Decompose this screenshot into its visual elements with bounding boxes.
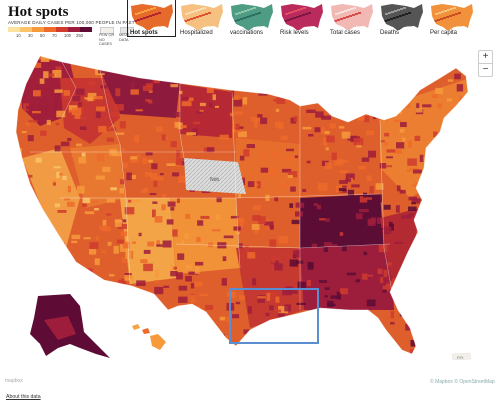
us-county-map[interactable]: Neb. P.R. [0, 48, 500, 391]
region-dakotas [180, 84, 232, 138]
map-attribution[interactable]: © Mapbox © OpenStreetMap [430, 379, 495, 385]
zoom-out-button[interactable]: − [479, 63, 492, 76]
region-california [22, 148, 80, 248]
legend-label-missing: MISSING DATA [119, 33, 136, 42]
legend-tick-label: 10 [16, 33, 21, 38]
hawaii [132, 324, 166, 350]
mapbox-logo[interactable]: mapbox [5, 378, 23, 384]
highlight-box [229, 288, 319, 344]
legend-swatch-0 [8, 27, 20, 32]
legend-swatch-few-cases [100, 27, 114, 34]
region-northwest [20, 58, 76, 126]
legend-label-few-cases: FEW OR NO CASES [99, 33, 115, 46]
legend-swatch-3 [44, 27, 56, 32]
tab-label: Deaths [379, 30, 401, 36]
legend-swatch-5 [68, 27, 80, 32]
about-data-link[interactable]: About this data [6, 394, 41, 400]
legend-swatch-2 [32, 27, 44, 32]
tab-risk-levels[interactable]: Risk levels [278, 0, 325, 36]
legend-swatch-1 [20, 27, 32, 32]
page-title: Hot spots [8, 4, 69, 20]
tab-per-capita[interactable]: Per capita [428, 0, 475, 36]
region-gulf-states [300, 244, 394, 310]
map-type-tabs: Hot spots Hospitalized vaccinations Risk… [127, 0, 475, 37]
legend-color-ramp [8, 27, 92, 32]
alaska [29, 294, 110, 358]
legend-tick-label: 70 [52, 33, 57, 38]
pr-label: P.R. [457, 355, 464, 360]
tab-deaths[interactable]: Deaths [378, 0, 425, 36]
legend-tick-label: 250 [76, 33, 83, 38]
zoom-control: + − [478, 50, 493, 77]
legend-tick-label: 100 [64, 33, 71, 38]
tab-total-cases[interactable]: Total cases [328, 0, 375, 36]
tab-label: Risk levels [279, 30, 310, 36]
tab-label: Hot spots [129, 30, 159, 36]
legend-tick-label: 30 [28, 33, 33, 38]
region-northeast [380, 78, 468, 198]
legend-swatch-6 [80, 27, 92, 32]
state-label-nebraska: Neb. [210, 177, 221, 183]
legend-ticks: 10 30 50 70 100 250 [8, 33, 88, 38]
puerto-rico: P.R. [451, 352, 472, 361]
legend-tick-label: 50 [40, 33, 45, 38]
zoom-in-button[interactable]: + [482, 51, 489, 62]
tab-hot-spots[interactable]: Hot spots [127, 0, 176, 37]
legend-heading: AVERAGE DAILY CASES PER 100,000 PEOPLE I… [8, 20, 151, 25]
tab-label: Hospitalized [179, 30, 214, 36]
tab-label: Per capita [429, 30, 459, 36]
tab-vaccinations[interactable]: vaccinations [228, 0, 275, 36]
nebraska-missing-data [184, 158, 246, 194]
state-borders [30, 61, 393, 310]
tab-hospitalized[interactable]: Hospitalized [178, 0, 225, 36]
tab-label: Total cases [329, 30, 362, 36]
legend-swatch-4 [56, 27, 68, 32]
tab-label: vaccinations [229, 30, 265, 36]
